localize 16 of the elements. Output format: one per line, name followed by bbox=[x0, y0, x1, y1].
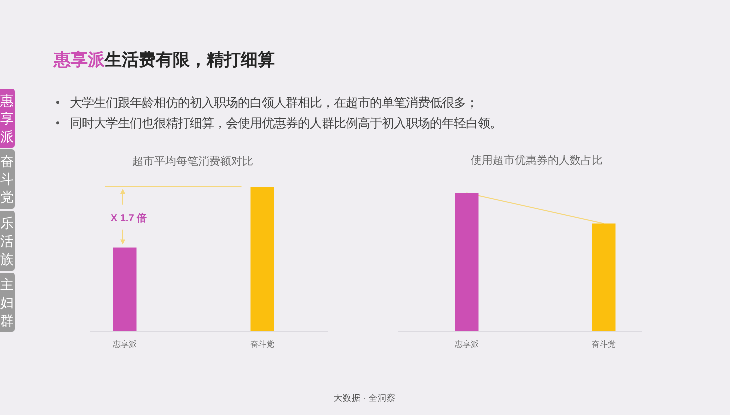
x-tick-label: 奋斗党 bbox=[250, 340, 274, 349]
text: 惠享派 bbox=[53, 50, 106, 70]
text: 乐活族 bbox=[0, 216, 14, 267]
text: 主妇群 bbox=[0, 277, 14, 328]
chart-title: 超市平均每笔消费额对比 bbox=[132, 155, 254, 168]
x-tick-label: 惠享派 bbox=[454, 340, 479, 349]
text: 奋斗党 bbox=[0, 154, 14, 206]
text: 惠享派 bbox=[0, 93, 14, 144]
text: 大数据 · 全洞察 bbox=[334, 393, 396, 403]
text: 同时大学生们也很精打细算，会使用优惠券的人群比例高于初入职场的年轻白领。 bbox=[70, 116, 502, 130]
annotation: X 1.7 倍 bbox=[110, 212, 148, 224]
text: 生活费有限，精打细算 bbox=[104, 50, 275, 70]
x-tick-label: 惠享派 bbox=[112, 340, 137, 349]
chart-title: 使用超市优惠券的人数占比 bbox=[471, 154, 603, 167]
x-tick-label: 奋斗党 bbox=[592, 340, 616, 349]
text: 大学生们跟年龄相仿的初入职场的白领人群相比，在超市的单笔消费低很多； bbox=[70, 96, 478, 110]
